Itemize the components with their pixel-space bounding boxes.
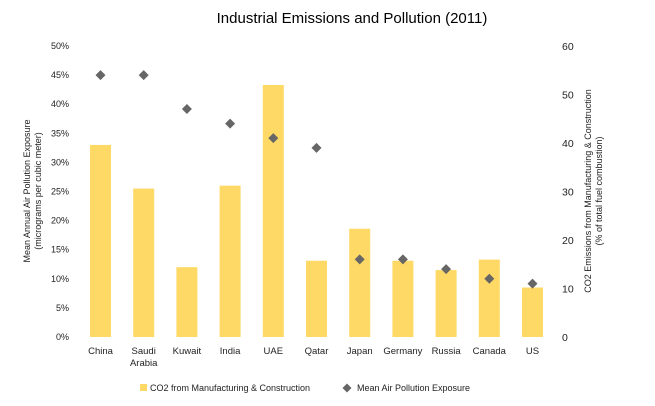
- bar: [90, 144, 111, 337]
- chart-title: Industrial Emissions and Pollution (2011…: [217, 10, 488, 27]
- category-label: Japan: [347, 346, 373, 357]
- diamond-marker: [95, 70, 106, 81]
- left-tick-label: 25%: [51, 187, 69, 197]
- category-label: Qatar: [305, 346, 329, 357]
- bar: [478, 259, 500, 337]
- bar: [522, 287, 543, 337]
- right-tick-label: 40: [562, 138, 574, 150]
- bar: [176, 267, 198, 337]
- right-tick-label: 20: [562, 235, 574, 247]
- right-tick-label: 0: [562, 332, 568, 344]
- bar: [435, 270, 457, 337]
- category-label: Kuwait: [173, 346, 202, 357]
- diamond-marker: [181, 104, 192, 115]
- left-tick-label: 45%: [51, 70, 69, 80]
- legend-label-pollution: Mean Air Pollution Exposure: [357, 383, 470, 393]
- diamond-marker: [354, 254, 365, 265]
- bar: [306, 260, 327, 337]
- diamond-marker: [268, 133, 279, 144]
- legend-marker-pollution: [342, 383, 352, 393]
- category-label: Germany: [383, 346, 422, 357]
- left-tick-label: 10%: [51, 274, 69, 284]
- left-tick-label: 50%: [51, 41, 69, 51]
- right-tick-label: 60: [562, 41, 574, 53]
- left-tick-label: 5%: [56, 303, 69, 313]
- diamond-marker: [527, 278, 538, 289]
- left-tick-label: 35%: [51, 128, 69, 138]
- left-tick-label: 15%: [51, 245, 69, 255]
- category-label: UAE: [264, 346, 284, 357]
- left-axis-label-line2: (micrograms per cubic meter): [33, 132, 43, 250]
- legend: CO2 from Manufacturing & Construction Me…: [140, 383, 470, 393]
- category-label: Canada: [473, 346, 507, 357]
- diamond-marker: [225, 118, 236, 129]
- diamond-marker: [484, 273, 495, 284]
- category-label: India: [220, 346, 241, 357]
- legend-label-co2: CO2 from Manufacturing & Construction: [150, 383, 310, 393]
- left-tick-label: 30%: [51, 157, 69, 167]
- right-axis-label-line2: (% of total fuel combustion): [594, 136, 604, 245]
- left-tick-label: 20%: [51, 216, 69, 226]
- diamond-marker: [441, 264, 452, 275]
- diamond-marker: [138, 70, 149, 81]
- left-tick-label: 0%: [56, 332, 69, 342]
- diamond-marker: [397, 254, 408, 265]
- bar: [349, 228, 371, 337]
- bar: [133, 188, 155, 337]
- diamond-marker: [311, 142, 322, 153]
- category-label: Russia: [432, 346, 462, 357]
- legend-swatch-co2: [140, 384, 147, 391]
- bar: [219, 185, 241, 337]
- right-tick-label: 10: [562, 284, 574, 296]
- right-axis-label-line1: CO2 Emissions from Manufacturing & Const…: [583, 89, 593, 293]
- category-label: Saudi Arabia: [130, 346, 158, 369]
- left-tick-label: 40%: [51, 99, 69, 109]
- left-axis-label-line1: Mean Annual Air Pollution Exposure: [22, 119, 32, 262]
- category-label: US: [526, 346, 539, 357]
- category-label: China: [88, 346, 114, 357]
- bar: [392, 260, 414, 337]
- right-tick-label: 50: [562, 90, 574, 102]
- bar: [262, 84, 284, 337]
- right-tick-label: 30: [562, 187, 574, 199]
